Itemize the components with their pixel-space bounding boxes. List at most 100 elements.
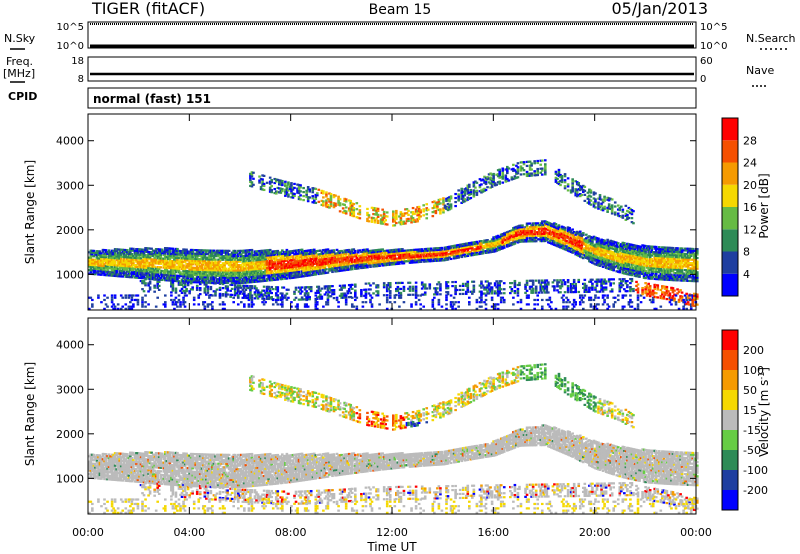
power-cell: [157, 251, 161, 255]
power-cell: [92, 269, 96, 272]
power-cell: [91, 262, 94, 265]
power-cell: [97, 259, 100, 262]
power-cell: [252, 266, 255, 269]
power-cell: [171, 287, 175, 290]
power-cell: [252, 270, 255, 273]
power-cell: [118, 271, 121, 274]
power-cell: [179, 264, 182, 267]
power-cell: [142, 290, 146, 293]
power-cell: [104, 252, 108, 255]
power-cell: [276, 255, 280, 258]
power-cell: [265, 251, 269, 254]
power-cell: [309, 287, 313, 291]
power-cell: [180, 257, 184, 260]
power-cell: [524, 291, 527, 294]
power-cell: [276, 298, 280, 302]
power-cell: [236, 272, 240, 276]
power-cell: [226, 251, 229, 254]
power-cell: [236, 264, 240, 267]
power-cell: [229, 280, 232, 283]
power-cell: [501, 296, 505, 299]
power-cell: [208, 294, 211, 297]
power-cell: [249, 252, 252, 255]
power-cell: [126, 256, 129, 259]
power-cell: [255, 289, 258, 292]
power-cell: [100, 268, 103, 271]
power-cell: [202, 259, 205, 263]
power-cell: [258, 280, 261, 283]
power-cell: [358, 213, 362, 216]
power-cell: [194, 266, 197, 270]
power-cell: [265, 259, 269, 263]
power-cell: [194, 257, 197, 261]
power-cell: [344, 301, 348, 304]
power-cell: [276, 278, 280, 281]
power-cell: [256, 297, 260, 300]
power-cell: [360, 288, 363, 292]
power-cell: [270, 263, 273, 266]
power-cell: [249, 268, 252, 271]
power-cell: [100, 254, 103, 257]
power-cell: [224, 249, 228, 252]
power-cell: [112, 269, 115, 272]
power-cell: [256, 275, 260, 278]
power-cell: [142, 277, 146, 280]
power-cell: [276, 288, 280, 291]
power-cell: [98, 268, 102, 271]
power-cell: [206, 258, 210, 261]
power-cell: [162, 303, 166, 306]
power-cell: [153, 272, 156, 276]
power-cell: [268, 256, 272, 259]
power-cell: [115, 258, 118, 262]
power-cell: [180, 253, 184, 256]
power-cell: [173, 251, 176, 254]
power-cell: [162, 270, 166, 273]
power-cell: [197, 268, 201, 271]
power-cell: [195, 277, 199, 280]
power-cell: [129, 258, 132, 261]
power-cell: [122, 254, 126, 257]
power-cell: [179, 303, 182, 306]
power-cell: [426, 208, 430, 211]
power-cell: [270, 255, 273, 259]
power-cell: [209, 281, 213, 285]
power-cell: [256, 280, 260, 283]
power-cell: [218, 274, 222, 277]
power-cell: [121, 305, 125, 308]
power-cell: [249, 295, 252, 298]
power-cell: [276, 276, 280, 279]
power-cell: [189, 277, 193, 280]
power-cell: [229, 269, 232, 272]
power-cell: [103, 272, 106, 275]
power-cell: [208, 269, 211, 272]
power-cell: [396, 285, 400, 289]
power-cell: [191, 248, 194, 252]
power-cell: [350, 283, 354, 286]
power-cell: [259, 280, 263, 283]
power-cell: [156, 265, 159, 269]
power-cell: [153, 284, 156, 287]
power-cell: [133, 298, 137, 302]
power-cell: [247, 294, 251, 297]
power-cell: [233, 281, 237, 285]
power-cell: [422, 305, 425, 308]
power-cell: [475, 301, 479, 304]
power-cell: [217, 267, 220, 270]
power-cell: [499, 298, 503, 302]
power-cell: [442, 197, 445, 200]
power-cell: [173, 260, 176, 263]
power-cell: [100, 264, 103, 267]
power-cell: [179, 258, 182, 262]
power-cell: [148, 280, 152, 283]
power-cell: [388, 290, 392, 293]
power-cell: [202, 279, 205, 282]
power-cell: [358, 209, 362, 212]
power-cell: [439, 293, 442, 296]
power-cell: [249, 287, 252, 290]
power-cell: [151, 272, 155, 275]
power-cell: [174, 303, 178, 306]
power-cell: [414, 281, 418, 284]
power-cell: [112, 274, 115, 277]
power-cell: [498, 286, 501, 289]
power-cell: [168, 249, 172, 252]
